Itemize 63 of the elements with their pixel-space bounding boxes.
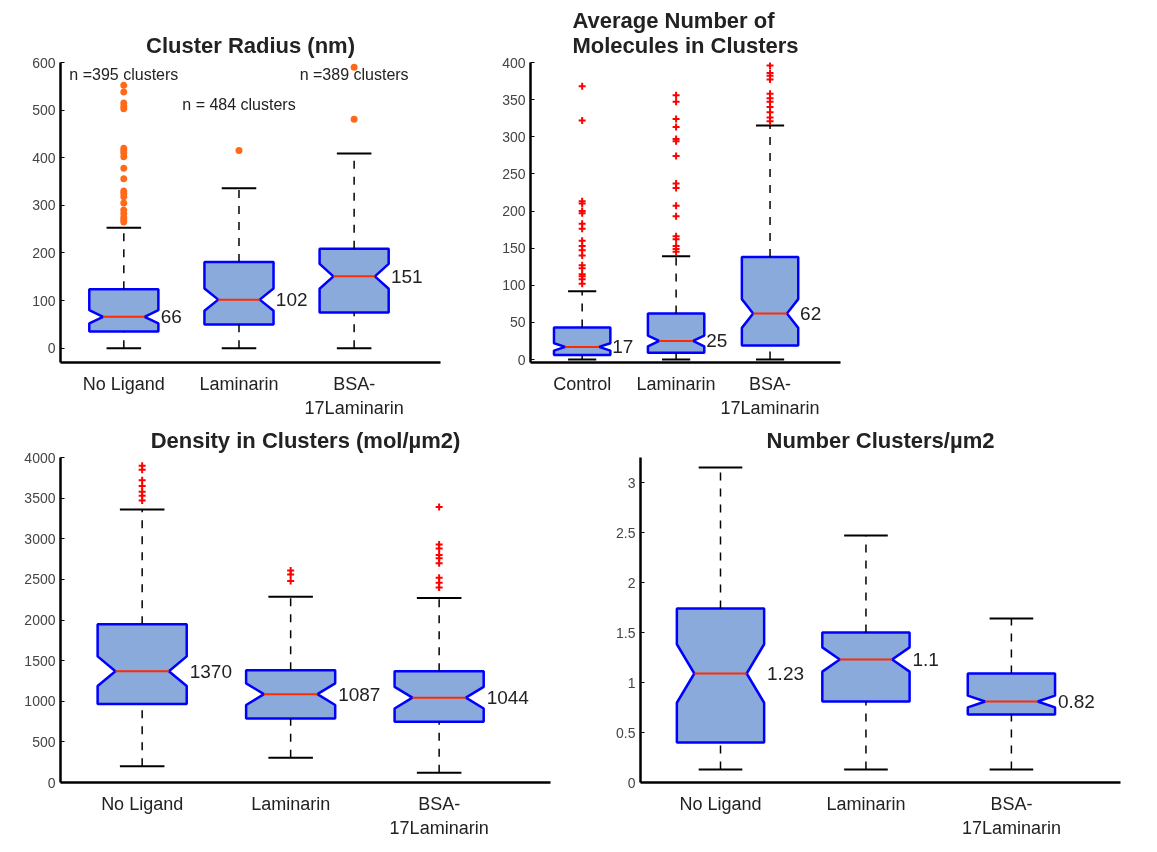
annotation: 151: [390, 265, 423, 287]
y-tick-label: 150: [502, 240, 526, 257]
x-tick-label: Laminarin: [251, 793, 331, 814]
chart-title: Cluster Radius (nm): [145, 32, 356, 58]
x-tick-label: BSA- 17Laminarin: [304, 373, 404, 418]
x-tick-label: No Ligand: [82, 373, 165, 394]
chart-title: Number Clusters/µm2: [766, 427, 995, 453]
x-tick-label: Laminarin: [199, 373, 279, 394]
y-tick-label: 2500: [24, 571, 56, 588]
chart-title: Density in Clusters (mol/µm2): [150, 427, 461, 453]
annotation: 1087: [338, 683, 381, 705]
y-tick-label: 300: [502, 128, 526, 145]
y-tick-label: 3500: [24, 490, 56, 507]
y-tick-label: 4000: [24, 449, 56, 466]
annotation: 1.23: [767, 663, 805, 684]
chart-title: Average Number of Molecules in Clusters: [572, 7, 799, 58]
annotation: 1.1: [912, 649, 939, 670]
y-tick-label: 1.5: [616, 624, 636, 641]
y-tick-label: 1500: [24, 652, 56, 669]
y-tick-label: 200: [502, 203, 526, 220]
y-tick-label: 2.5: [616, 524, 636, 541]
annotation: 17: [612, 336, 634, 358]
x-tick-label: BSA- 17Laminarin: [720, 373, 820, 418]
y-tick-label: 600: [32, 54, 56, 71]
x-tick-label: BSA- 17Laminarin: [389, 793, 489, 838]
annotation: 0.82: [1057, 691, 1095, 712]
annotation: 66: [160, 306, 182, 328]
y-tick-label: 2000: [24, 612, 56, 628]
annotation: n = 484 clusters: [182, 96, 296, 113]
x-tick-label: Control: [553, 373, 612, 394]
y-tick-label: 0.5: [616, 724, 636, 741]
y-tick-label: 300: [32, 197, 56, 214]
y-tick-label: 250: [502, 165, 526, 182]
x-tick-label: Laminarin: [636, 373, 716, 394]
y-tick-label: 350: [502, 91, 526, 108]
y-tick-label: 3: [627, 474, 636, 491]
y-tick-label: 0: [517, 351, 526, 368]
y-tick-label: 2: [627, 574, 636, 591]
y-tick-label: 400: [32, 149, 56, 166]
y-tick-label: 3000: [24, 530, 56, 547]
annotation: 1370: [189, 660, 232, 682]
y-tick-label: 50: [509, 314, 526, 331]
annotation: 1044: [486, 687, 530, 709]
annotation: 62: [800, 302, 822, 324]
annotation: n =389 clusters: [299, 66, 409, 83]
y-tick-label: 200: [32, 244, 56, 261]
x-tick-label: Laminarin: [826, 793, 906, 814]
y-tick-label: 500: [32, 102, 56, 119]
y-tick-label: 400: [502, 54, 526, 71]
y-tick-label: 500: [32, 733, 56, 750]
x-tick-label: No Ligand: [101, 793, 184, 814]
x-tick-label: No Ligand: [679, 793, 762, 814]
annotation: n =395 clusters: [69, 66, 179, 83]
y-tick-label: 100: [32, 292, 56, 309]
y-tick-label: 0: [627, 774, 636, 791]
y-tick-label: 1: [627, 674, 636, 691]
y-tick-label: 1000: [24, 693, 56, 710]
x-tick-label: BSA- 17Laminarin: [961, 793, 1061, 838]
y-tick-label: 0: [47, 340, 56, 357]
annotation: 25: [706, 330, 728, 352]
y-tick-label: 100: [502, 277, 526, 294]
annotation: 102: [275, 289, 308, 311]
y-tick-label: 0: [47, 774, 56, 791]
